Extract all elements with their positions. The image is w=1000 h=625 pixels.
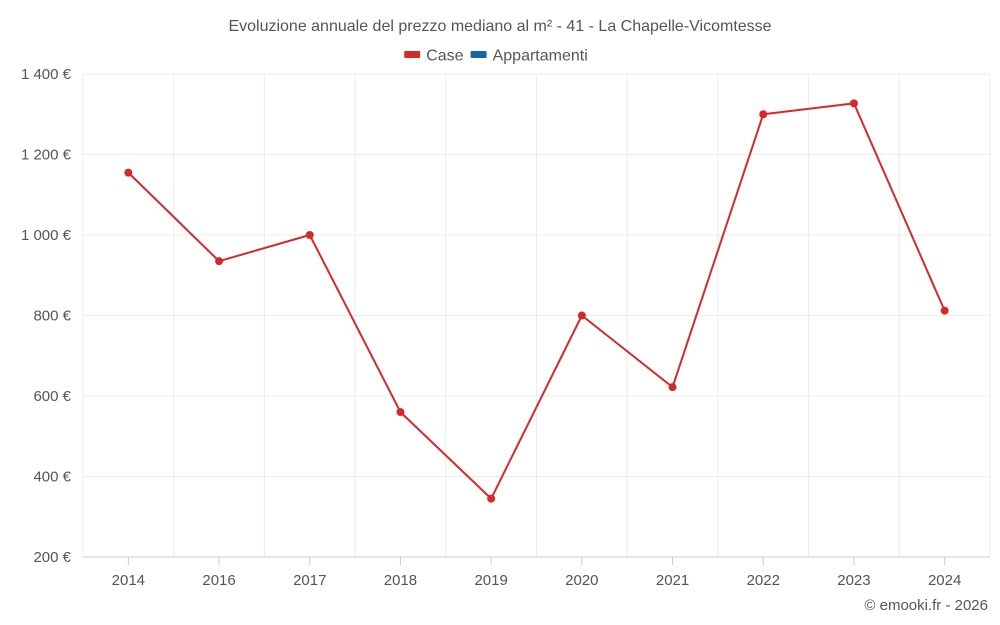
legend-swatch [404, 51, 421, 58]
y-axis: 200 € 400 € 600 € 800 € 1 000 € 1 200 € 1 400 … [21, 66, 72, 566]
legend-label: Case [426, 48, 463, 65]
x-tick-label: 2020 [565, 572, 598, 589]
y-tick-label: 1 200 € [21, 147, 72, 164]
x-tick-label: 2021 [656, 572, 689, 589]
y-tick-label: 800 € [33, 308, 71, 325]
x-axis: 2014 2016 2017 2018 2019 2020 2021 2022 2023 2024 [83, 556, 990, 589]
x-tick-label: 2014 [112, 572, 145, 589]
legend-label: Appartamenti [493, 48, 588, 65]
data-point[interactable] [668, 383, 677, 392]
grid [82, 73, 991, 558]
y-tick-label: 1 000 € [21, 227, 72, 244]
series-line-case [127, 102, 946, 500]
x-tick-label: 2018 [384, 572, 417, 589]
data-point[interactable] [215, 257, 224, 266]
legend-item-case[interactable]: Case [404, 48, 464, 65]
y-tick-label: 200 € [33, 549, 71, 566]
x-tick-label: 2019 [474, 572, 507, 589]
x-tick-label: 2024 [928, 572, 961, 589]
data-point[interactable] [305, 231, 314, 239]
x-tick-label: 2022 [747, 572, 780, 589]
legend: Case Appartamenti [404, 48, 588, 65]
data-point[interactable] [577, 311, 586, 320]
data-point[interactable] [487, 494, 496, 503]
y-tick-label: 400 € [33, 469, 71, 486]
x-tick-label: 2016 [202, 572, 235, 589]
x-tick-label: 2017 [293, 572, 326, 589]
chart-title: Evoluzione annuale del prezzo mediano al… [228, 18, 771, 35]
x-tick-label: 2023 [837, 572, 870, 589]
data-point[interactable] [396, 408, 405, 417]
data-point[interactable] [940, 306, 949, 315]
legend-item-appartamenti[interactable]: Appartamenti [470, 48, 588, 65]
data-point[interactable] [849, 99, 858, 108]
y-tick-label: 1 400 € [21, 66, 72, 83]
data-point[interactable] [759, 110, 768, 119]
legend-swatch [470, 51, 487, 58]
series-layer [124, 99, 949, 503]
credit-text: © emooki.fr - 2026 [864, 597, 988, 614]
data-point[interactable] [124, 168, 133, 177]
y-tick-label: 600 € [33, 388, 71, 405]
